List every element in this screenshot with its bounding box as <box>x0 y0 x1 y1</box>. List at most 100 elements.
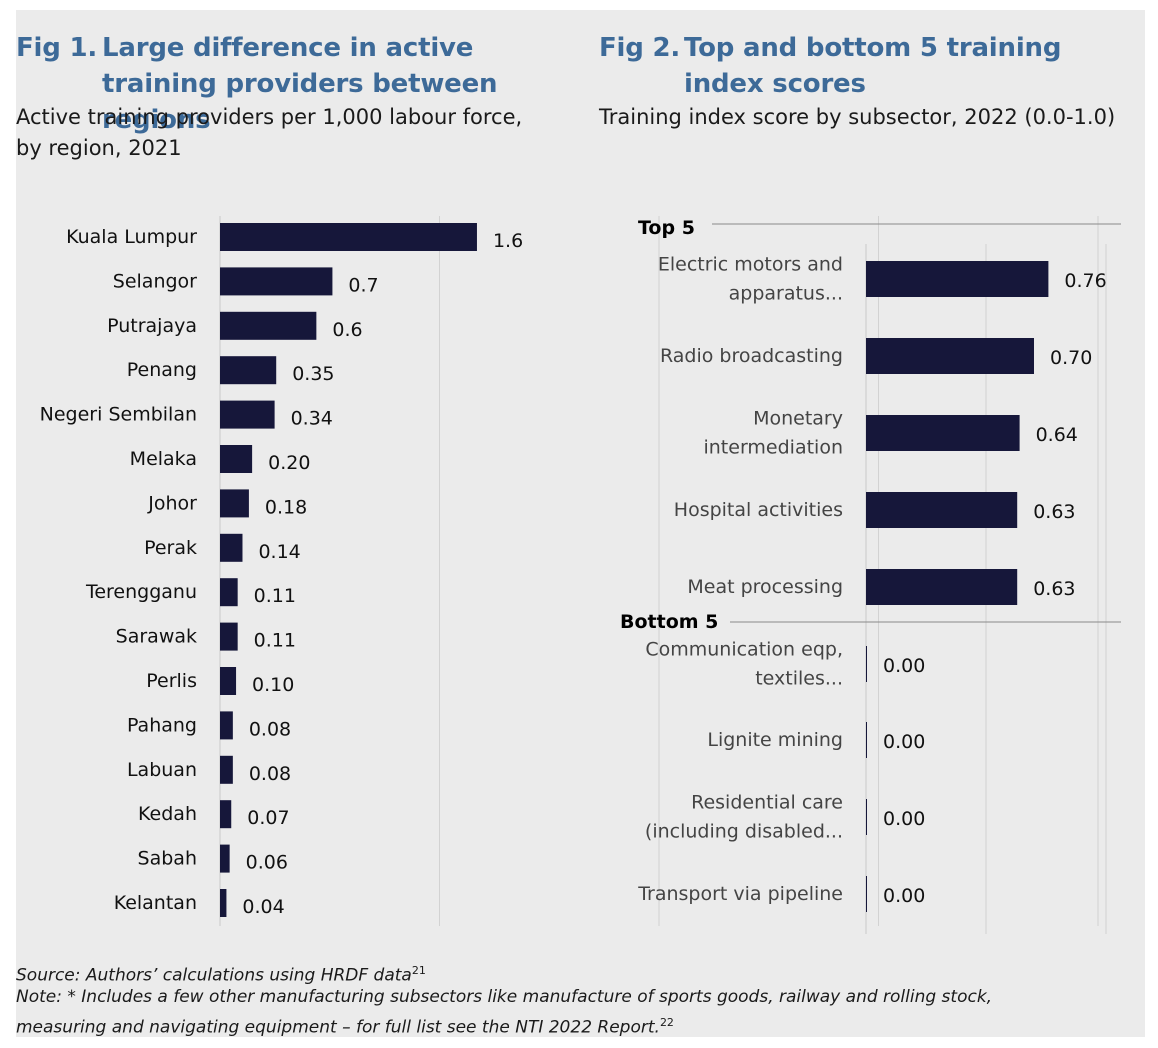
fig1-bar-johor <box>220 489 249 518</box>
fig1-category-label-sarawak: Sarawak <box>116 626 197 648</box>
fig1-bar-kuala-lumpur <box>220 223 477 251</box>
fig2-bar-electric-motors-and-apparatus <box>866 261 1049 297</box>
fig1-value-label-kuala-lumpur: 1.6 <box>493 230 523 252</box>
fig1-subtitle-line1: Active training providers per 1,000 labo… <box>16 105 523 129</box>
footer-source: Source: Authors’ calculations using HRDF… <box>16 958 426 989</box>
fig1-category-label-kelantan: Kelantan <box>114 892 197 914</box>
fig2-value-label-radio-broadcasting: 0.70 <box>1050 347 1092 369</box>
fig2-bar-monetary-intermediation <box>866 415 1020 451</box>
fig1-value-label-kelantan: 0.04 <box>242 896 284 918</box>
fig2-category-label-electric-motors-and-apparatus: Electric motors and apparatus... <box>658 254 843 305</box>
fig1-bar-labuan <box>220 755 233 784</box>
fig2-group-header-bottom-5: Bottom 5 <box>620 611 718 633</box>
fig1-category-label-perak: Perak <box>144 537 197 559</box>
fig2-bar-lignite-mining <box>866 722 867 758</box>
fig1-value-label-melaka: 0.20 <box>268 452 310 474</box>
fig2-category-label-transport-via-pipeline-line-0: Transport via pipeline <box>637 883 843 905</box>
fig1-category-label-negeri-sembilan: Negeri Sembilan <box>40 404 197 426</box>
fig1-number: Fig 1. <box>16 33 98 63</box>
fig1-subtitle: Active training providers per 1,000 labo… <box>16 102 576 164</box>
fig2-category-label-residential-care-including-disabled: Residential care (including disabled... <box>645 792 843 843</box>
fig2-category-label-electric-motors-and-apparatus-line-1: apparatus... <box>729 283 843 305</box>
fig2-bar-hospital-activities <box>866 492 1018 528</box>
fig2-category-label-electric-motors-and-apparatus-line-0: Electric motors and <box>658 254 843 276</box>
fig1-value-label-perak: 0.14 <box>258 541 300 563</box>
fig2-bar-meat-processing <box>866 569 1018 605</box>
fig1-bar-negeri-sembilan <box>220 400 275 429</box>
fig1-category-label-perlis: Perlis <box>146 670 197 692</box>
fig2-category-label-hospital-activities-line-0: Hospital activities <box>674 499 843 521</box>
fig1-value-label-putrajaya: 0.6 <box>332 319 362 341</box>
fig1-subtitle-line2: by region, 2021 <box>16 136 182 160</box>
fig2-category-label-radio-broadcasting-line-0: Radio broadcasting <box>660 345 843 367</box>
fig1-title: Fig 1. Large difference in active traini… <box>16 30 561 135</box>
fig1-value-label-kedah: 0.07 <box>247 807 289 829</box>
fig2-category-label-communication-eqp-textiles: Communication eqp, textiles... <box>645 639 843 690</box>
fig2-category-label-meat-processing: Meat processing <box>687 576 843 598</box>
fig2-value-label-transport-via-pipeline: 0.00 <box>883 885 925 907</box>
fig1-value-label-terengganu: 0.11 <box>254 585 296 607</box>
fig2-value-label-electric-motors-and-apparatus: 0.76 <box>1064 270 1106 292</box>
fig2-category-label-residential-care-including-disabled-line-0: Residential care <box>691 792 843 814</box>
fig1-bar-kedah <box>220 800 232 829</box>
fig2-bar-residential-care-including-disabled <box>866 799 867 835</box>
fig2-number: Fig 2. <box>599 33 681 63</box>
fig1-value-label-johor: 0.18 <box>265 496 307 518</box>
fig1-category-label-penang: Penang <box>127 359 197 381</box>
fig1-category-label-johor: Johor <box>147 492 197 514</box>
fig2-bar-transport-via-pipeline <box>866 876 867 912</box>
fig1-category-label-terengganu: Terengganu <box>85 581 197 603</box>
fig1-category-label-selangor: Selangor <box>113 270 197 292</box>
fig2-bar-communication-eqp-textiles <box>866 646 867 682</box>
note-text: measuring and navigating equipment – for… <box>16 1017 660 1038</box>
note-ref: 22 <box>659 1016 674 1029</box>
fig1-bar-sabah <box>220 844 230 873</box>
fig1-value-label-negeri-sembilan: 0.34 <box>291 408 333 430</box>
fig2-category-label-lignite-mining: Lignite mining <box>707 729 843 751</box>
fig1-category-label-melaka: Melaka <box>130 448 197 470</box>
fig1-bar-kelantan <box>220 889 227 917</box>
fig2-value-label-communication-eqp-textiles: 0.00 <box>883 655 925 677</box>
fig2-category-label-hospital-activities: Hospital activities <box>674 499 843 521</box>
footer-note-line1: Note: * Includes a few other manufacturi… <box>16 987 993 1007</box>
fig2-category-label-transport-via-pipeline: Transport via pipeline <box>637 883 843 905</box>
fig2-bar-radio-broadcasting <box>866 338 1034 374</box>
fig2-value-label-lignite-mining: 0.00 <box>883 731 925 753</box>
fig1-category-label-labuan: Labuan <box>127 759 197 781</box>
fig2-category-label-radio-broadcasting: Radio broadcasting <box>660 345 843 367</box>
fig1-bar-penang <box>220 356 277 385</box>
fig2-category-label-monetary-intermediation-line-1: intermediation <box>703 437 843 459</box>
fig1-bar-pahang <box>220 711 233 740</box>
fig2-category-label-lignite-mining-line-0: Lignite mining <box>707 729 843 751</box>
source-ref: 21 <box>411 964 426 977</box>
fig1-bar-selangor <box>220 267 333 296</box>
fig1-value-label-penang: 0.35 <box>292 363 334 385</box>
fig1-category-label-sabah: Sabah <box>138 848 197 870</box>
fig1-title-text: Large difference in active training prov… <box>102 33 498 135</box>
fig2-category-label-monetary-intermediation: Monetary intermediation <box>703 408 843 459</box>
fig2-value-label-meat-processing: 0.63 <box>1033 578 1075 600</box>
fig2-value-label-monetary-intermediation: 0.64 <box>1036 424 1078 446</box>
fig1-value-label-sarawak: 0.11 <box>254 630 296 652</box>
fig2-category-label-meat-processing-line-0: Meat processing <box>687 576 843 598</box>
fig2-subtitle: Training index score by subsector, 2022 … <box>599 105 1116 129</box>
fig1-value-label-sabah: 0.06 <box>246 852 288 874</box>
fig1-bar-putrajaya <box>220 311 317 340</box>
fig1-bar-melaka <box>220 445 253 473</box>
fig2-title: Fig 2. Top and bottom 5 training index s… <box>599 30 1144 105</box>
fig2-category-label-communication-eqp-textiles-line-0: Communication eqp, <box>645 639 843 661</box>
fig1-value-label-perlis: 0.10 <box>252 674 294 696</box>
fig1-bar-perak <box>220 533 243 562</box>
fig2-title-text: Top and bottom 5 training index scores <box>684 33 1062 99</box>
fig1-bar-perlis <box>220 667 237 695</box>
fig1-category-label-kedah: Kedah <box>138 803 197 825</box>
fig1-bar-sarawak <box>220 622 238 651</box>
fig2-category-label-monetary-intermediation-line-0: Monetary <box>753 408 843 430</box>
fig2-value-label-hospital-activities: 0.63 <box>1033 501 1075 523</box>
fig1-category-label-pahang: Pahang <box>127 714 197 736</box>
fig2-value-label-residential-care-including-disabled: 0.00 <box>883 808 925 830</box>
fig1-value-label-pahang: 0.08 <box>249 718 291 740</box>
footer-note-line2: measuring and navigating equipment – for… <box>16 1010 674 1041</box>
